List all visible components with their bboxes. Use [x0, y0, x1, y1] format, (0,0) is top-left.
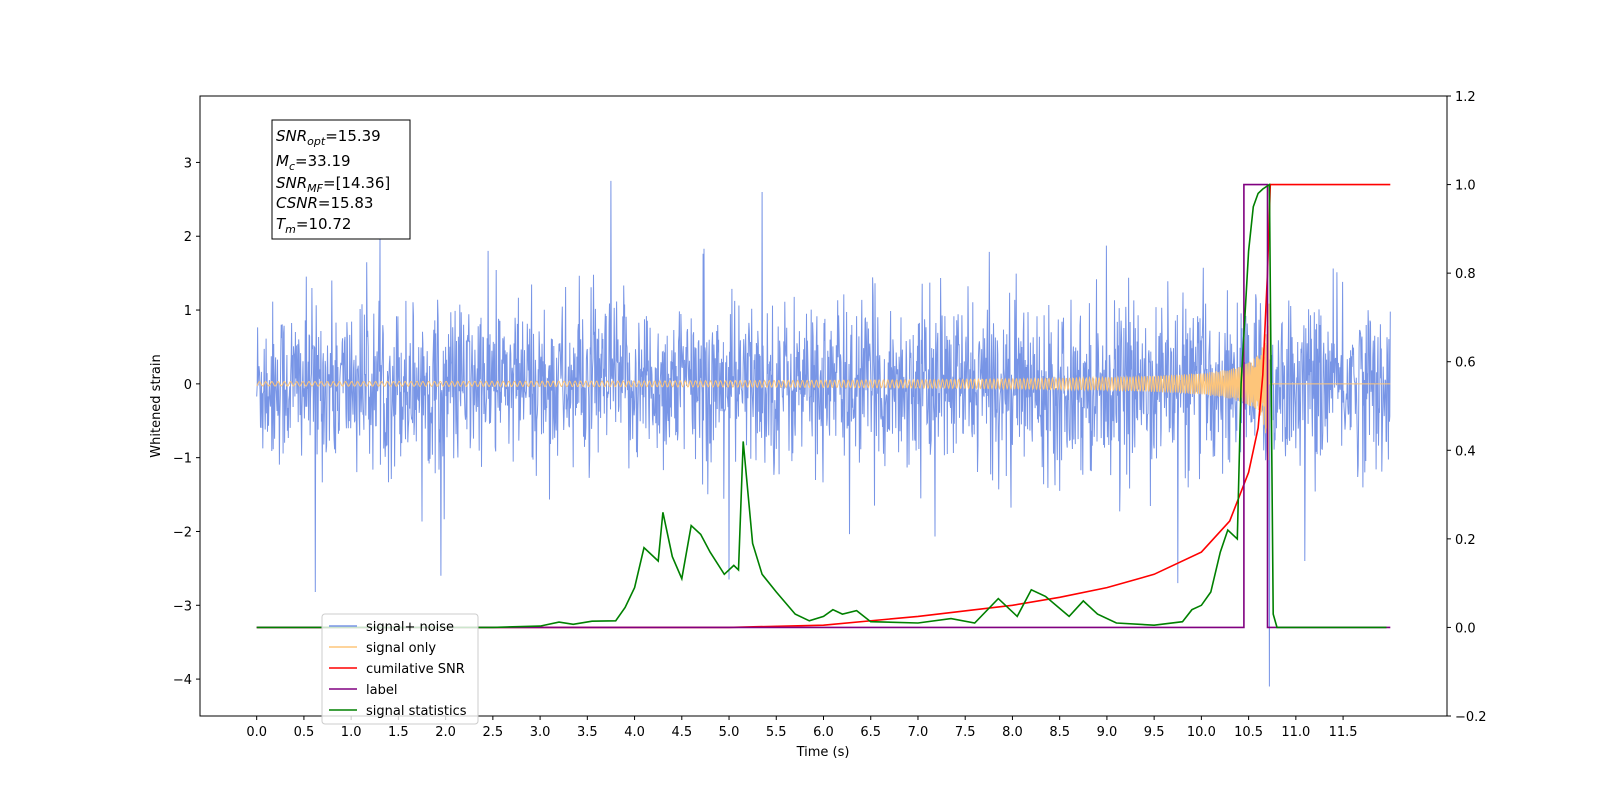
info-mc: Mc=33.19: [276, 152, 351, 173]
y2-tick-label: 0.0: [1455, 621, 1476, 636]
y-tick-label: 3: [184, 156, 192, 171]
x-tick-label: 8.0: [1002, 725, 1023, 740]
x-tick-label: 0.0: [246, 725, 267, 740]
y2-tick-label: 0.8: [1455, 267, 1476, 282]
legend-label-signal-statistics: signal statistics: [366, 704, 467, 719]
info-tm: Tm=10.72: [276, 215, 351, 236]
y-tick-label: 2: [184, 230, 192, 245]
x-tick-label: 5.0: [719, 725, 740, 740]
y2-tick-label: 0.4: [1455, 444, 1476, 459]
series-signal-statistics: [256, 183, 1387, 629]
x-tick-label: 10.5: [1234, 725, 1263, 740]
x-tick-label: 11.0: [1281, 725, 1310, 740]
y2-tick-label: −0.2: [1455, 710, 1487, 725]
legend-label-cumulative-snr: cumilative SNR: [366, 662, 465, 677]
x-tick-label: 7.5: [955, 725, 976, 740]
y-tick-label: −1: [173, 452, 192, 467]
ticks: 0.0 0.5 1.0 1.5 2.0 2.5 3.0 3.5 4.0 4.5 5.0 5.5 6.0 6…: [173, 90, 1487, 740]
x-tick-label: 3.5: [577, 725, 598, 740]
x-tick-label: 9.5: [1144, 725, 1165, 740]
x-tick-label: 6.5: [860, 725, 881, 740]
x-tick-label: 1.5: [388, 725, 409, 740]
x-tick-label: 4.0: [624, 725, 645, 740]
info-csnr: CSNR=15.83: [276, 194, 373, 212]
x-axis-label: Time (s): [796, 745, 850, 760]
series-cumulative-snr: [256, 183, 1391, 629]
y-tick-label: 1: [184, 304, 192, 319]
x-tick-label: 4.5: [671, 725, 692, 740]
y-tick-label: −3: [173, 599, 192, 614]
series-signal-only: [256, 303, 1391, 461]
x-tick-label: 7.0: [908, 725, 929, 740]
x-tick-label: 6.0: [813, 725, 834, 740]
info-snr-mf: SNRMF=[14.36]: [276, 174, 390, 195]
y-tick-label: 0: [184, 378, 192, 393]
x-tick-label: 2.5: [483, 725, 504, 740]
legend: signal+ noise signal only cumilative SNR…: [321, 613, 479, 725]
y-tick-label: −4: [173, 673, 192, 688]
x-tick-label: 9.0: [1097, 725, 1118, 740]
legend-label-signal-noise: signal+ noise: [366, 620, 454, 635]
x-tick-label: 3.0: [530, 725, 551, 740]
y2-tick-label: 1.2: [1455, 90, 1476, 105]
y-tick-label: −2: [173, 525, 192, 540]
x-tick-label: 0.5: [294, 725, 315, 740]
y2-tick-label: 0.2: [1455, 533, 1476, 548]
series-signal-noise: [256, 180, 1391, 687]
info-snr-opt: SNRopt=15.39: [276, 127, 381, 148]
y2-tick-label: 1.0: [1455, 179, 1476, 194]
x-tick-label: 11.5: [1329, 725, 1358, 740]
y-axis-label: Whitened strain: [149, 354, 164, 457]
x-tick-label: 2.0: [435, 725, 456, 740]
plot-area: [256, 180, 1391, 687]
legend-label-label: label: [366, 683, 397, 698]
x-tick-label: 10.0: [1187, 725, 1216, 740]
x-tick-label: 8.5: [1049, 725, 1070, 740]
info-box: SNRopt=15.39 Mc=33.19 SNRMF=[14.36] CSNR…: [271, 119, 411, 240]
x-tick-label: 1.0: [341, 725, 362, 740]
legend-label-signal-only: signal only: [366, 641, 436, 656]
y2-tick-label: 0.6: [1455, 356, 1476, 371]
x-tick-label: 5.5: [766, 725, 787, 740]
